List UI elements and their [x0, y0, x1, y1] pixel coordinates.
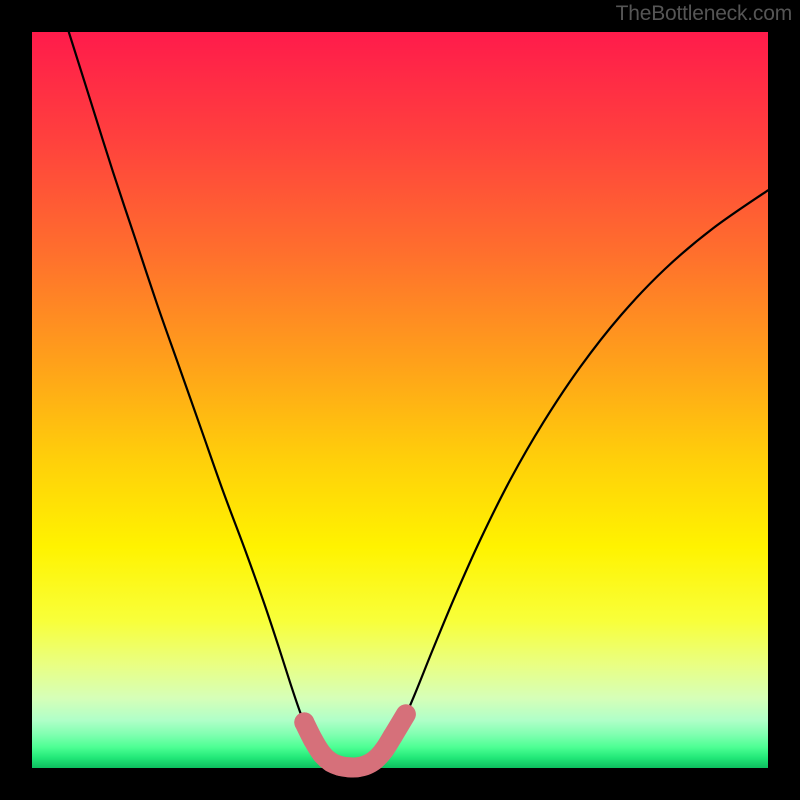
plot-background: [32, 32, 768, 768]
marker-point: [294, 712, 314, 732]
watermark-text: TheBottleneck.com: [616, 2, 792, 26]
marker-point: [383, 726, 403, 746]
bottleneck-curve-chart: [0, 0, 800, 800]
marker-point: [399, 708, 412, 721]
chart-container: TheBottleneck.com: [0, 0, 800, 800]
